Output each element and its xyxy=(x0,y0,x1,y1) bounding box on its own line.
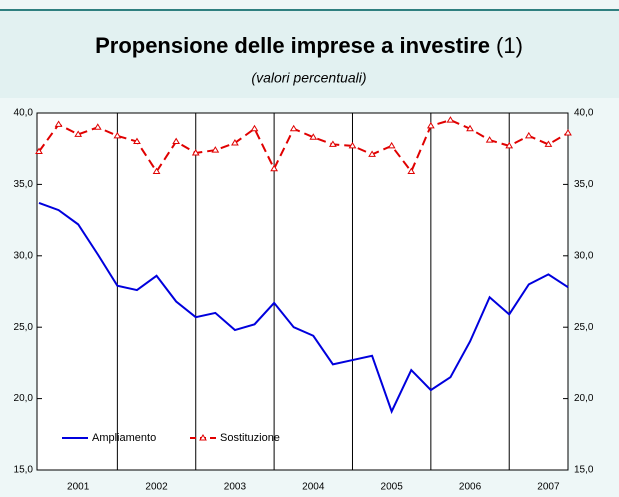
point-marker xyxy=(485,136,494,143)
point-marker xyxy=(133,137,141,145)
y2-tick-label: 35,0 xyxy=(574,179,594,190)
point-marker xyxy=(74,130,83,137)
y-tick-label: 40,0 xyxy=(14,108,34,119)
point-marker xyxy=(329,140,337,147)
y-tick-label: 35,0 xyxy=(14,179,34,190)
x-tick-label: 2006 xyxy=(459,482,482,493)
y2-tick-label: 20,0 xyxy=(574,393,594,404)
point-marker xyxy=(93,123,102,130)
point-marker xyxy=(309,133,318,140)
point-marker xyxy=(172,137,181,145)
chart-title-group: Propensione delle imprese a investire (1) xyxy=(95,33,523,58)
x-tick-label: 2002 xyxy=(145,482,168,493)
point-marker xyxy=(250,124,259,132)
legend-marker xyxy=(199,434,207,441)
point-marker xyxy=(466,124,474,132)
point-marker xyxy=(544,140,553,147)
header xyxy=(0,10,619,98)
title-note: (1) xyxy=(496,33,523,58)
point-marker xyxy=(191,149,200,156)
x-tick-label: 2004 xyxy=(302,482,325,493)
point-marker xyxy=(407,167,416,175)
x-tick-label: 2003 xyxy=(224,482,247,493)
point-marker xyxy=(270,164,278,172)
legend-label: Ampliamento xyxy=(92,432,156,444)
point-marker xyxy=(387,141,396,149)
y-tick-label: 15,0 xyxy=(14,465,34,476)
point-marker xyxy=(211,146,220,153)
x-tick-label: 2007 xyxy=(537,482,560,493)
series-line xyxy=(38,202,569,415)
y-tick-label: 30,0 xyxy=(14,250,34,261)
x-tick-label: 2005 xyxy=(381,482,404,493)
point-marker xyxy=(113,131,122,139)
point-marker xyxy=(426,121,435,129)
point-marker xyxy=(231,139,239,146)
point-marker xyxy=(289,124,298,132)
legend-label: Sostituzione xyxy=(220,432,280,444)
y2-tick-label: 30,0 xyxy=(574,250,594,261)
point-marker xyxy=(348,141,357,149)
point-marker xyxy=(54,120,63,127)
y-tick-label: 25,0 xyxy=(14,322,34,333)
point-marker xyxy=(505,141,514,149)
chart-subtitle: (valori percentuali) xyxy=(251,70,366,86)
y-tick-label: 20,0 xyxy=(14,393,34,404)
plot-area xyxy=(36,112,569,471)
point-marker xyxy=(152,167,161,175)
series-line xyxy=(38,119,569,174)
point-marker xyxy=(368,150,376,157)
point-marker xyxy=(446,116,455,123)
point-marker xyxy=(564,129,572,136)
point-marker xyxy=(35,147,43,155)
chart-title: Propensione delle imprese a investire xyxy=(95,33,490,58)
x-tick-label: 2001 xyxy=(67,482,90,493)
y2-tick-label: 40,0 xyxy=(574,108,594,119)
point-marker xyxy=(524,131,533,139)
y2-tick-label: 15,0 xyxy=(574,465,594,476)
y2-tick-label: 25,0 xyxy=(574,322,594,333)
